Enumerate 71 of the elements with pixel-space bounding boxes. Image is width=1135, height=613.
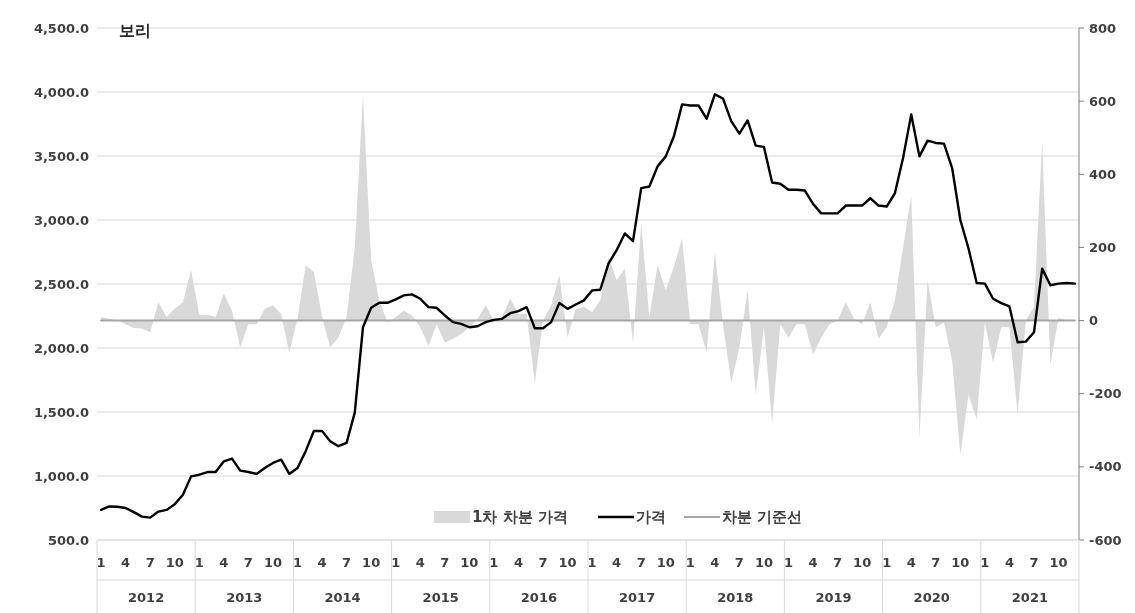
x-tick-label: 4: [906, 554, 916, 570]
x-tick-label: 7: [636, 554, 646, 570]
legend-label: 가격: [636, 508, 666, 527]
x-tick-label: 7: [538, 554, 548, 570]
text: 2020: [913, 589, 950, 605]
text: 2016: [520, 589, 557, 605]
x-tick-label: 4: [513, 554, 523, 570]
x-tick-label: 1: [685, 554, 695, 570]
x-tick-label: 10: [656, 554, 675, 570]
x-tick-label: 4: [710, 554, 720, 570]
x-tick-label: 4: [808, 554, 818, 570]
x-tick-label: 7: [440, 554, 450, 570]
x-tick-label: 1: [292, 554, 303, 570]
x-tick-label: 7: [734, 554, 744, 570]
x-tick-label: 7: [243, 554, 253, 570]
x-tick-label: 1: [783, 554, 794, 570]
text: 2015: [422, 589, 459, 605]
x-tick-label: 10: [362, 554, 381, 570]
x-tick-label: 10: [951, 554, 970, 570]
x-tick-label: 10: [1049, 554, 1068, 570]
x-tick-label: 4: [317, 554, 327, 570]
text: 2013: [226, 589, 263, 605]
text: 2017: [619, 589, 656, 605]
legend-label: 차분 기준선: [722, 508, 803, 527]
y2-tick-label: 400: [1089, 166, 1117, 182]
x-tick-label: 10: [853, 554, 872, 570]
x-tick-label: 1: [194, 554, 204, 570]
x-tick-label: 7: [931, 554, 941, 570]
y2-tick-label: 200: [1089, 239, 1117, 255]
x-tick-label: 10: [460, 554, 479, 570]
x-tick-label: 7: [342, 554, 352, 570]
y-tick-label: 4,500.0: [33, 20, 89, 36]
x-tick-label: 10: [263, 554, 282, 570]
y-tick-label: 2,500.0: [33, 276, 89, 292]
x-tick-label: 7: [833, 554, 843, 570]
text: 2012: [128, 589, 165, 605]
y-tick-label: 4,000.0: [33, 84, 89, 100]
y2-tick-label: 0: [1089, 313, 1099, 329]
legend-label: 1차 차분 가격: [472, 508, 568, 527]
y2-tick-label: 800: [1089, 20, 1117, 36]
x-tick-label: 1: [391, 554, 401, 570]
text: 2018: [717, 589, 754, 605]
x-tick-label: 1: [489, 554, 499, 570]
x-tick-label: 1: [882, 554, 892, 570]
text: 2019: [815, 589, 852, 605]
text: 2021: [1011, 589, 1048, 605]
y-tick-label: 500.0: [47, 532, 89, 548]
chart-title: 보리: [119, 20, 151, 40]
y-tick-label: 2,000.0: [33, 340, 89, 356]
y2-tick-label: -600: [1089, 532, 1122, 548]
x-tick-label: 4: [612, 554, 622, 570]
y-tick-label: 1,000.0: [33, 468, 89, 484]
y2-tick-label: -200: [1089, 386, 1122, 402]
x-tick-label: 7: [145, 554, 155, 570]
y-tick-label: 3,500.0: [33, 148, 89, 164]
x-tick-label: 4: [121, 554, 131, 570]
x-tick-label: 1: [96, 554, 106, 570]
x-tick-label: 10: [558, 554, 577, 570]
x-tick-label: 4: [415, 554, 425, 570]
x-tick-label: 10: [165, 554, 184, 570]
y2-tick-label: -400: [1089, 459, 1122, 475]
x-tick-label: 10: [754, 554, 773, 570]
y2-tick-label: 600: [1089, 93, 1117, 109]
x-tick-label: 7: [1029, 554, 1039, 570]
x-tick-label: 4: [1004, 554, 1014, 570]
y-tick-label: 3,000.0: [33, 212, 89, 228]
text: 2014: [324, 589, 361, 605]
y-tick-label: 1,500.0: [33, 404, 89, 420]
x-tick-label: 1: [587, 554, 597, 570]
x-tick-label: 4: [219, 554, 229, 570]
x-tick-label: 1: [980, 554, 990, 570]
